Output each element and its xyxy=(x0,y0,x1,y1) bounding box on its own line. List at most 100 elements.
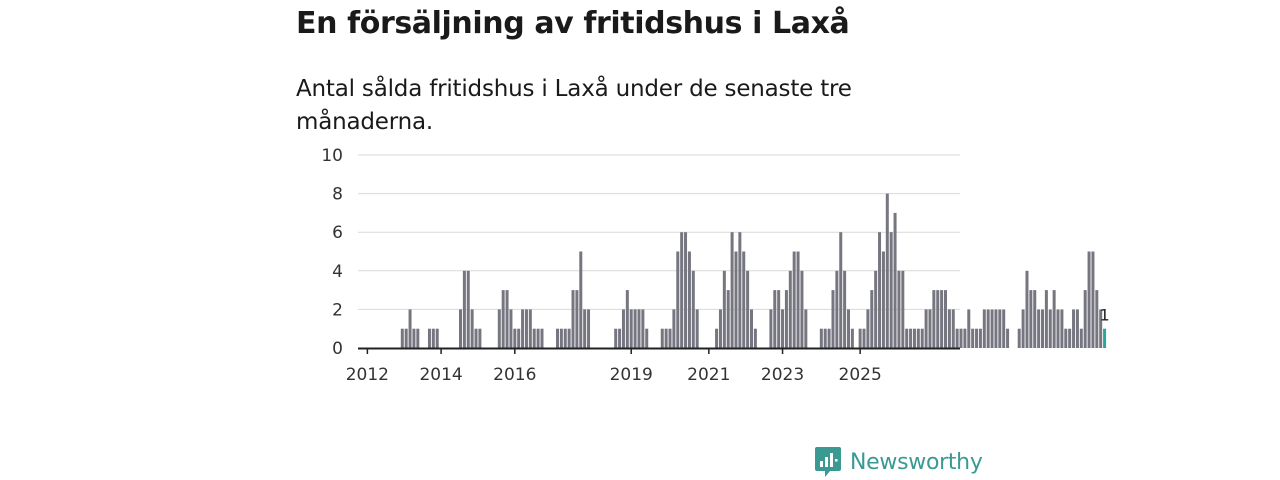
bar xyxy=(928,309,932,348)
bar xyxy=(532,328,536,348)
bar xyxy=(967,309,971,348)
bar xyxy=(1087,251,1091,348)
bar xyxy=(1072,309,1076,348)
y-tick-label: 0 xyxy=(332,339,343,359)
bar xyxy=(509,309,513,348)
bar xyxy=(990,309,994,348)
bar xyxy=(563,328,567,348)
bar xyxy=(1041,309,1044,348)
bar xyxy=(637,309,641,348)
bar xyxy=(843,270,847,348)
bar xyxy=(466,270,470,348)
x-tick-label: 2019 xyxy=(610,365,653,385)
bar xyxy=(1006,328,1010,348)
bar xyxy=(889,232,893,348)
y-tick-label: 4 xyxy=(332,262,343,282)
bar xyxy=(695,309,699,348)
bar xyxy=(944,290,947,348)
bar xyxy=(559,328,563,348)
bar xyxy=(901,270,905,348)
bar xyxy=(777,290,781,348)
x-axis-ticks: 2012 2014 2016 2019 2021 2023 2025 xyxy=(346,348,882,385)
bar xyxy=(862,328,866,348)
bar xyxy=(497,309,501,348)
bar xyxy=(1056,309,1060,348)
bar xyxy=(827,328,831,348)
bar xyxy=(738,232,742,348)
bar xyxy=(982,309,986,348)
y-tick-label: 8 xyxy=(332,185,343,205)
bar xyxy=(746,270,750,348)
bar xyxy=(847,309,850,348)
bar xyxy=(621,309,625,348)
x-tick-label: 2012 xyxy=(346,365,389,385)
bar xyxy=(501,290,505,348)
bar xyxy=(1091,251,1095,348)
bar xyxy=(874,270,878,348)
bar xyxy=(1079,328,1083,348)
bar xyxy=(629,309,633,348)
brand-logo: Newsworthy xyxy=(814,444,983,480)
bar xyxy=(804,309,808,348)
bar xyxy=(478,328,482,348)
bar xyxy=(936,290,940,348)
bar xyxy=(587,309,591,348)
bar xyxy=(427,328,431,348)
bar xyxy=(474,328,478,348)
bar xyxy=(994,309,998,348)
bar xyxy=(897,270,901,348)
bar xyxy=(625,290,629,348)
bar xyxy=(916,328,920,348)
bar xyxy=(718,309,722,348)
bar xyxy=(540,328,544,348)
bar xyxy=(792,251,796,348)
bar-latest xyxy=(1103,328,1107,348)
newsworthy-logo-icon xyxy=(815,447,841,477)
bar xyxy=(1017,328,1021,348)
bar xyxy=(680,232,684,348)
bars xyxy=(400,193,1107,348)
chart-title: En försäljning av fritidshus i Laxå xyxy=(296,6,850,41)
bar xyxy=(687,251,691,348)
bar xyxy=(753,328,757,348)
bar xyxy=(1095,290,1099,348)
bar xyxy=(416,328,420,348)
bar xyxy=(408,309,412,348)
bar xyxy=(676,251,680,348)
bar xyxy=(831,290,835,348)
bar xyxy=(668,328,672,348)
bar xyxy=(769,309,773,348)
bar xyxy=(404,328,408,348)
bar xyxy=(583,309,587,348)
chart-subtitle: Antal sålda fritidshus i Laxå under de s… xyxy=(296,76,852,135)
bar xyxy=(579,251,583,348)
bar xyxy=(691,270,695,348)
bar xyxy=(932,290,936,348)
bar xyxy=(819,328,823,348)
bar xyxy=(1052,290,1056,348)
bar xyxy=(614,328,618,348)
bar xyxy=(800,270,804,348)
bar xyxy=(715,328,719,348)
bar xyxy=(435,328,439,348)
x-tick-label: 2016 xyxy=(493,365,536,385)
x-tick-label: 2023 xyxy=(761,365,804,385)
bar xyxy=(431,328,435,348)
bar xyxy=(734,251,738,348)
bar xyxy=(462,270,466,348)
bar xyxy=(835,270,839,348)
bar xyxy=(536,328,540,348)
x-tick-label: 2025 xyxy=(839,365,882,385)
y-tick-label: 10 xyxy=(321,146,343,166)
bar-chart: 0 2 4 6 8 10 2012 2014 2016 2019 2021 2023 2025 1 xyxy=(321,146,1109,385)
bar xyxy=(905,328,909,348)
bar xyxy=(517,328,521,348)
bar xyxy=(742,251,746,348)
bar xyxy=(505,290,509,348)
bar xyxy=(784,290,788,348)
bar xyxy=(660,328,664,348)
bar xyxy=(641,309,645,348)
bar xyxy=(575,290,579,348)
bar xyxy=(893,212,897,348)
bar xyxy=(912,328,916,348)
